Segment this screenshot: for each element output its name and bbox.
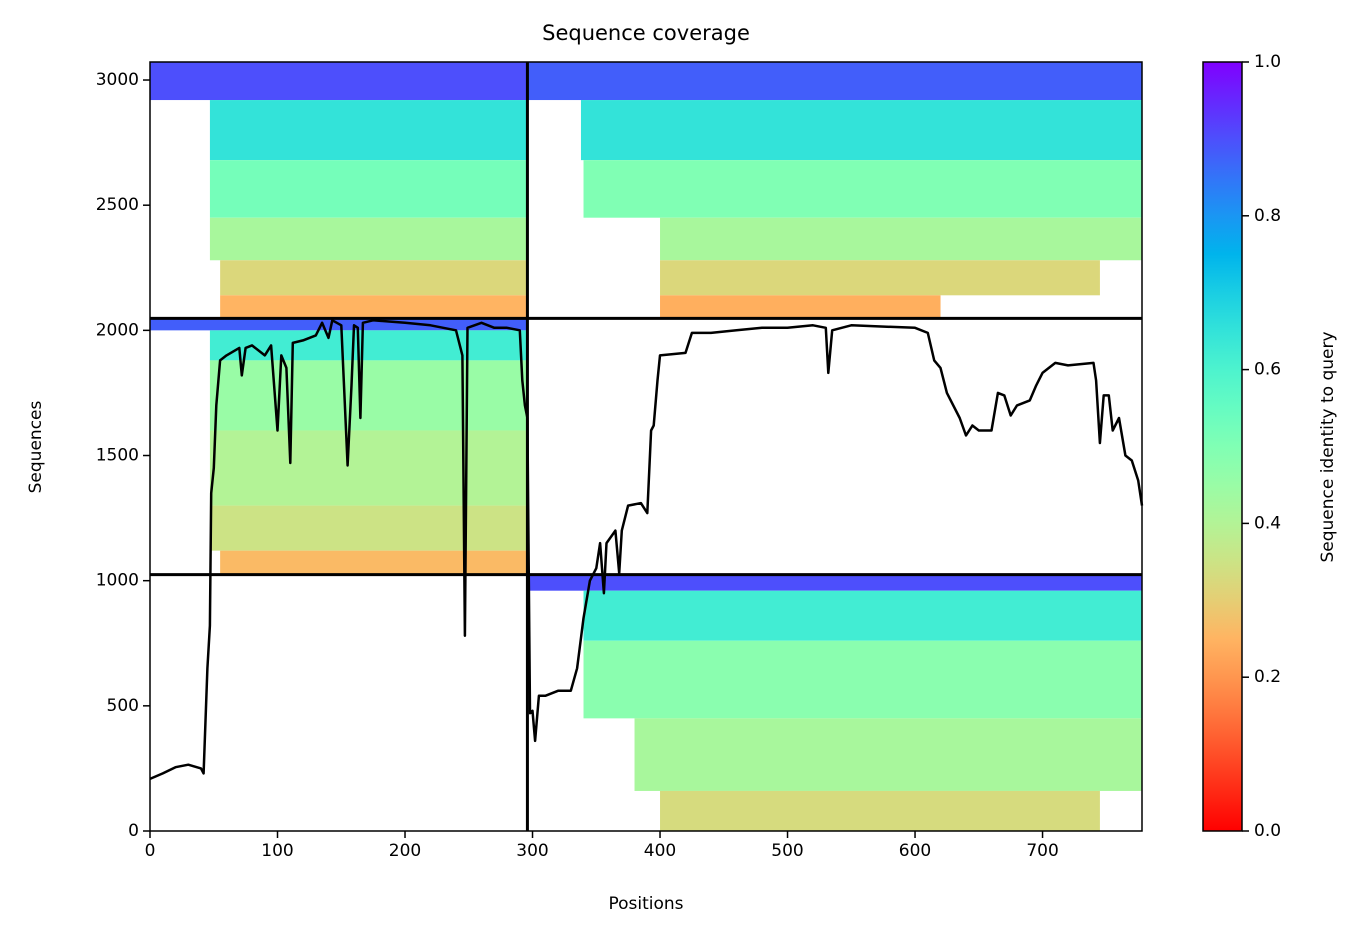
- coverage-band: [660, 790, 1100, 831]
- coverage-band: [220, 295, 528, 319]
- x-tick-label: 100: [261, 841, 293, 861]
- coverage-band: [209, 360, 528, 431]
- coverage-band: [634, 718, 1142, 791]
- colorbar: [1202, 61, 1243, 832]
- y-tick-label: 500: [107, 696, 139, 716]
- colorbar-tick-label: 1.0: [1254, 52, 1281, 72]
- coverage-band: [583, 590, 1142, 641]
- colorbar-label: Sequence identity to query: [1318, 331, 1338, 562]
- y-tick-label: 0: [128, 821, 139, 841]
- x-tick-label: 0: [145, 841, 156, 861]
- coverage-band: [660, 217, 1142, 261]
- colorbar-tick-label: 0.8: [1254, 206, 1281, 226]
- coverage-band: [660, 260, 1100, 296]
- x-tick-label: 300: [516, 841, 548, 861]
- coverage-band: [580, 100, 1142, 161]
- coverage-band: [150, 62, 528, 101]
- y-tick-label: 1000: [96, 571, 139, 591]
- coverage-band: [220, 550, 528, 575]
- coverage-band: [527, 574, 1142, 591]
- x-tick-label: 700: [1026, 841, 1058, 861]
- y-axis-label: Sequences: [26, 401, 46, 494]
- coverage-band: [660, 295, 941, 319]
- coverage-band: [527, 62, 1142, 101]
- colorbar-tick-label: 0.4: [1254, 513, 1281, 533]
- coverage-line: [149, 319, 1144, 781]
- coverage-band: [209, 100, 528, 161]
- plot-frame: [149, 61, 1143, 832]
- x-tick-label: 400: [644, 841, 676, 861]
- coverage-band: [209, 330, 528, 361]
- x-axis-label: Positions: [608, 894, 683, 914]
- y-tick-label: 2000: [96, 320, 139, 340]
- colorbar-tick-label: 0.2: [1254, 667, 1281, 687]
- coverage-band: [220, 260, 528, 296]
- coverage-band: [583, 160, 1142, 218]
- y-tick-label: 3000: [96, 70, 139, 90]
- coverage-band: [209, 217, 528, 261]
- x-tick-label: 600: [899, 841, 931, 861]
- colorbar-tick-label: 0.6: [1254, 360, 1281, 380]
- coverage-band: [209, 160, 528, 218]
- x-tick-label: 200: [389, 841, 421, 861]
- y-tick-label: 1500: [96, 446, 139, 466]
- coverage-band: [583, 640, 1142, 719]
- chart-title: Sequence coverage: [542, 21, 750, 45]
- coverage-band: [209, 430, 528, 506]
- y-tick-label: 2500: [96, 195, 139, 215]
- x-tick-label: 500: [771, 841, 803, 861]
- colorbar-tick-label: 0.0: [1254, 821, 1281, 841]
- coverage-band: [209, 505, 528, 551]
